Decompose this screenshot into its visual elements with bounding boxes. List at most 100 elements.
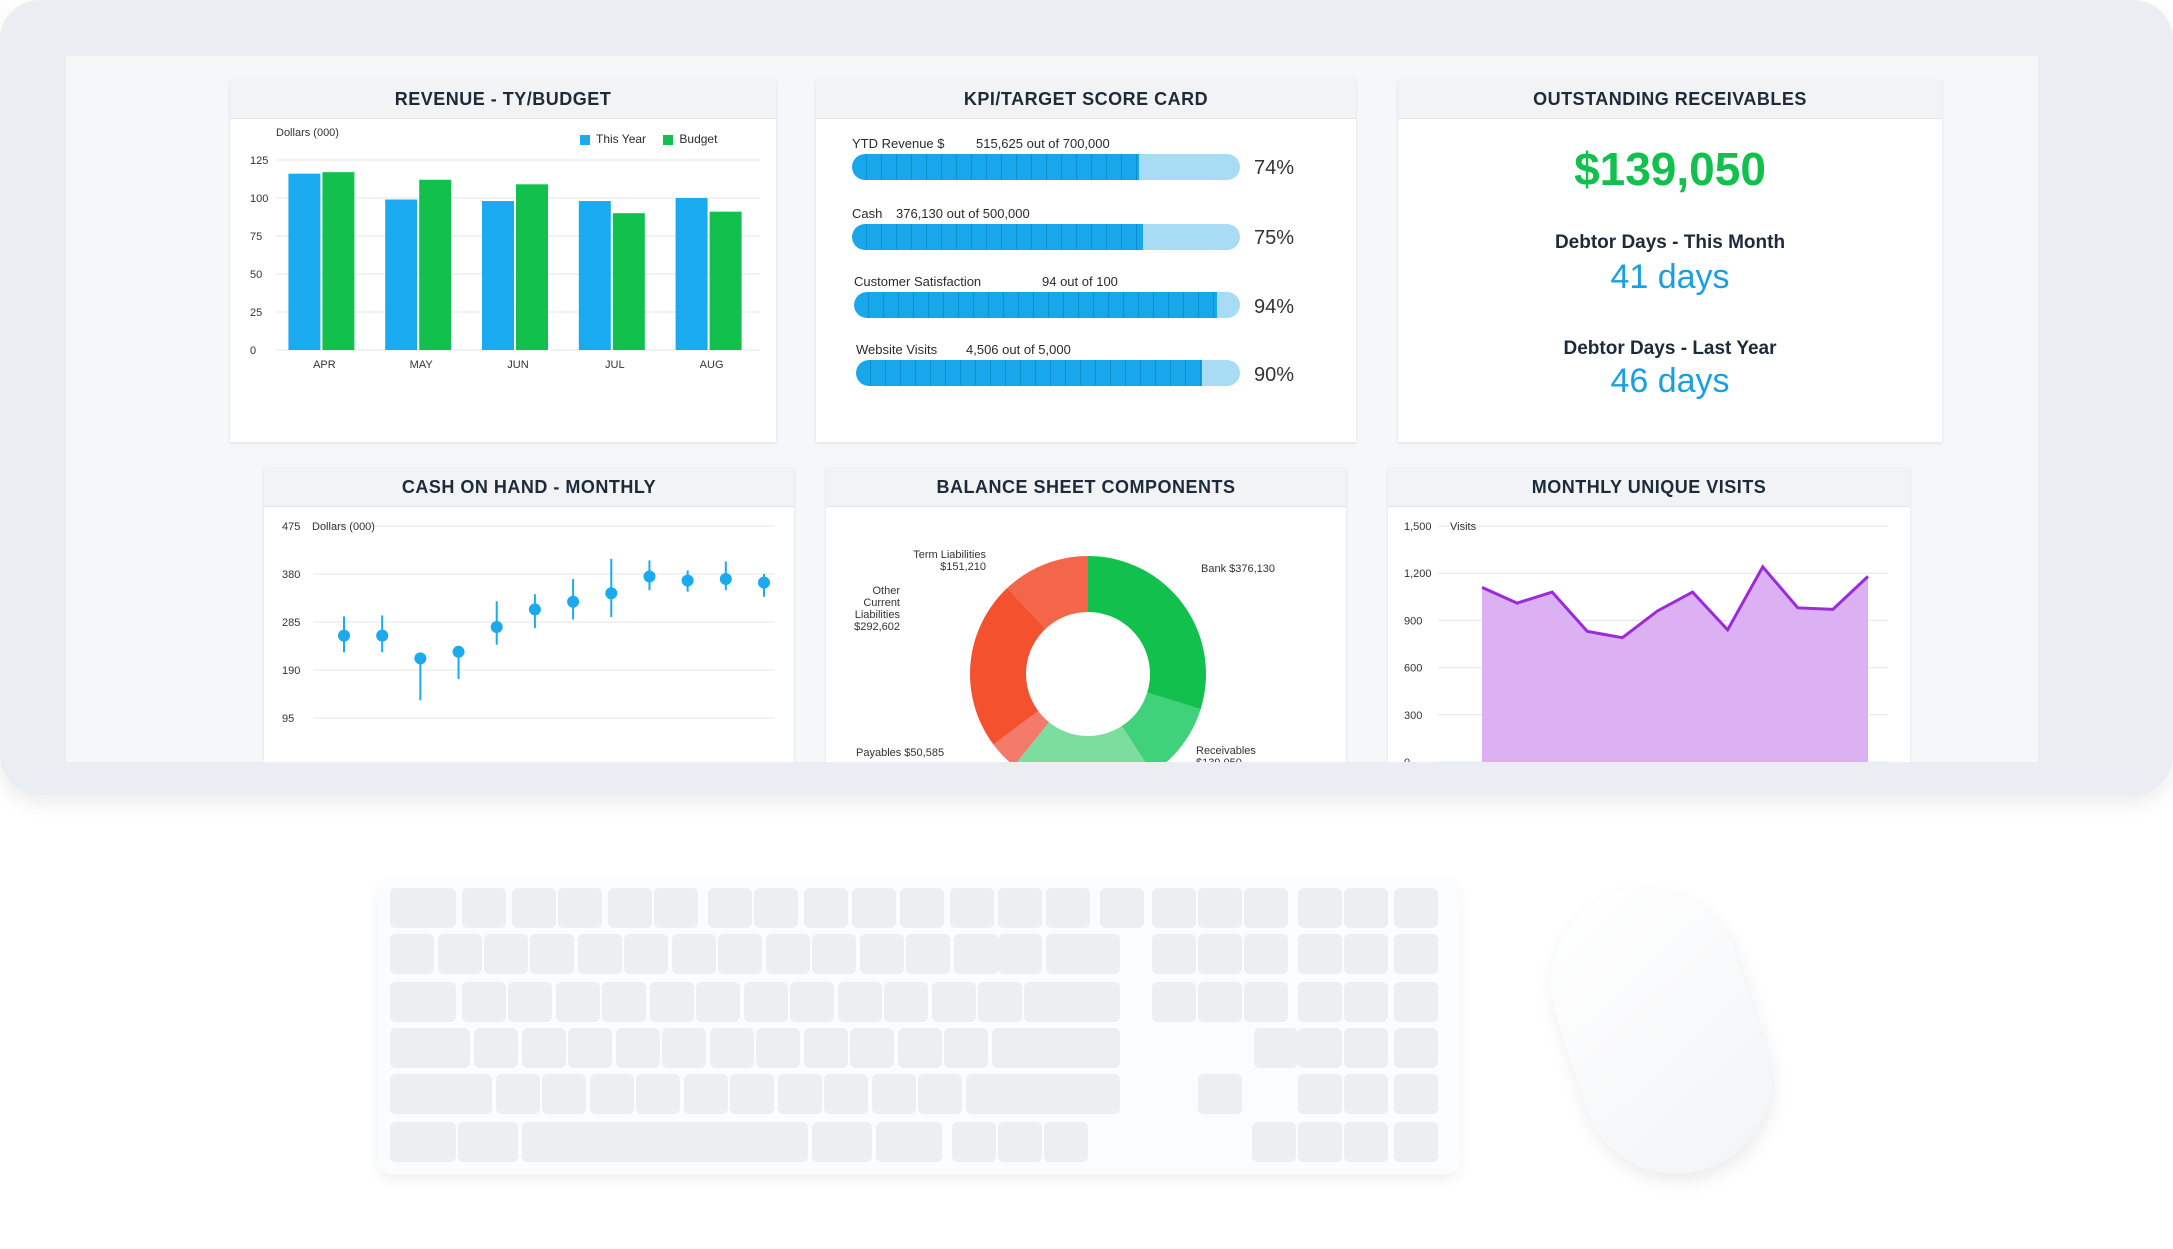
kpi-panel: KPI/TARGET SCORE CARD YTD Revenue $ 515,… bbox=[816, 80, 1356, 442]
keyboard-key bbox=[730, 1074, 774, 1114]
y-axis-label: Visits bbox=[1450, 521, 1477, 533]
keyboard-key bbox=[998, 1122, 1042, 1162]
donut-slice bbox=[1017, 722, 1146, 762]
keyboard-key bbox=[1394, 888, 1438, 928]
y-axis-label: Dollars (000) bbox=[276, 127, 339, 139]
debtor-days-last-year-value: 46 days bbox=[1610, 362, 1730, 400]
visits-chart: 0 300 600 900 1,200 1,500 Visits bbox=[1404, 521, 1888, 762]
keyboard-key bbox=[944, 1028, 988, 1068]
keyboard-key bbox=[390, 1122, 456, 1162]
keyboard-key bbox=[616, 1028, 660, 1068]
keyboard-key bbox=[438, 934, 482, 974]
slice-label: Payables $50,585 bbox=[856, 747, 944, 759]
visits-title: MONTHLY UNIQUE VISITS bbox=[1388, 468, 1910, 507]
x-tick-label: MAY bbox=[410, 359, 434, 371]
kpi-progress-bar bbox=[852, 154, 1240, 180]
keyboard-key bbox=[390, 1074, 492, 1114]
legend-this-year: This Year bbox=[596, 132, 647, 146]
area-fill bbox=[1482, 566, 1868, 762]
keyboard-key bbox=[512, 888, 556, 928]
keyboard-key bbox=[578, 934, 622, 974]
slice-label-line: Liabilities bbox=[855, 609, 901, 621]
keyboard-key bbox=[790, 982, 834, 1022]
donut-slice bbox=[993, 711, 1050, 762]
y-tick-label: 1,500 bbox=[1404, 521, 1432, 533]
bar-budget bbox=[612, 213, 645, 350]
series-line bbox=[1481, 564, 1870, 640]
keyboard-key bbox=[1298, 934, 1342, 974]
keyboard-key bbox=[754, 888, 798, 928]
keyboard bbox=[378, 878, 1460, 1174]
bar-budget bbox=[709, 211, 742, 350]
keyboard-key bbox=[1394, 1028, 1438, 1068]
keyboard-key bbox=[1244, 888, 1288, 928]
keyboard-key bbox=[876, 1122, 942, 1162]
donut-slice bbox=[1088, 556, 1206, 710]
kpi-percent: 74% bbox=[1254, 157, 1295, 179]
keyboard-key bbox=[650, 982, 694, 1022]
data-point bbox=[567, 595, 580, 608]
mouse bbox=[1525, 863, 1797, 1199]
keyboard-key bbox=[978, 982, 1022, 1022]
y-tick-label: 25 bbox=[250, 307, 262, 319]
data-point bbox=[414, 652, 427, 665]
slice-label: Term Liabilities $151,210 bbox=[913, 549, 986, 573]
y-tick-label: 100 bbox=[250, 193, 268, 205]
data-point bbox=[681, 574, 694, 587]
keyboard-key bbox=[496, 1074, 540, 1114]
keyboard-key bbox=[1198, 1074, 1242, 1114]
keyboard-key bbox=[1344, 1074, 1388, 1114]
donut-slice bbox=[1007, 556, 1088, 629]
kpi-progress-fill bbox=[856, 360, 1202, 386]
keyboard-key bbox=[1298, 1122, 1342, 1162]
keyboard-key bbox=[932, 982, 976, 1022]
debtor-days-last-year-label: Debtor Days - Last Year bbox=[1563, 338, 1777, 359]
keyboard-key bbox=[1252, 1122, 1296, 1162]
data-point bbox=[528, 603, 541, 616]
keyboard-key bbox=[860, 934, 904, 974]
data-point bbox=[452, 645, 465, 658]
keyboard-key bbox=[662, 1028, 706, 1068]
kpi-progress-bar bbox=[854, 292, 1240, 318]
keyboard-key bbox=[624, 934, 668, 974]
keyboard-key bbox=[998, 888, 1042, 928]
keyboard-key bbox=[568, 1028, 612, 1068]
keyboard-key bbox=[1298, 888, 1342, 928]
slice-value: $139,050 bbox=[1196, 757, 1242, 762]
keyboard-key bbox=[1344, 1122, 1388, 1162]
keyboard-key bbox=[778, 1074, 822, 1114]
keyboard-key bbox=[812, 934, 856, 974]
keyboard-key bbox=[918, 1074, 962, 1114]
kpi-progress-bar bbox=[856, 360, 1240, 386]
keyboard-key bbox=[1024, 982, 1120, 1022]
keyboard-key bbox=[1044, 1122, 1088, 1162]
keyboard-key bbox=[484, 934, 528, 974]
y-tick-label: 75 bbox=[250, 231, 262, 243]
keyboard-key bbox=[756, 1028, 800, 1068]
kpi-label: Website Visits bbox=[856, 342, 938, 357]
y-tick-label: 380 bbox=[282, 569, 300, 581]
keyboard-key bbox=[1298, 982, 1342, 1022]
keyboard-key bbox=[390, 888, 456, 928]
data-point bbox=[376, 629, 389, 642]
bar-this-year bbox=[578, 201, 611, 350]
keyboard-key bbox=[462, 888, 506, 928]
keyboard-key bbox=[390, 982, 456, 1022]
y-tick-label: 190 bbox=[282, 665, 300, 677]
keyboard-key bbox=[522, 1028, 566, 1068]
keyboard-key bbox=[1394, 934, 1438, 974]
keyboard-key bbox=[1046, 888, 1090, 928]
y-tick-label: 300 bbox=[1404, 710, 1422, 722]
debtor-days-this-month-value: 41 days bbox=[1610, 258, 1730, 296]
bar-this-year bbox=[385, 199, 418, 350]
keyboard-key bbox=[684, 1074, 728, 1114]
slice-value: $292,602 bbox=[854, 621, 900, 633]
slice-label: Receivables $139,050 bbox=[1196, 745, 1256, 762]
y-axis-label: Dollars (000) bbox=[312, 521, 375, 533]
y-tick-label: 1,200 bbox=[1404, 568, 1432, 580]
kpi-percent: 94% bbox=[1254, 296, 1295, 318]
keyboard-key bbox=[766, 934, 810, 974]
slice-name: Term Liabilities bbox=[913, 549, 986, 561]
keyboard-key bbox=[542, 1074, 586, 1114]
